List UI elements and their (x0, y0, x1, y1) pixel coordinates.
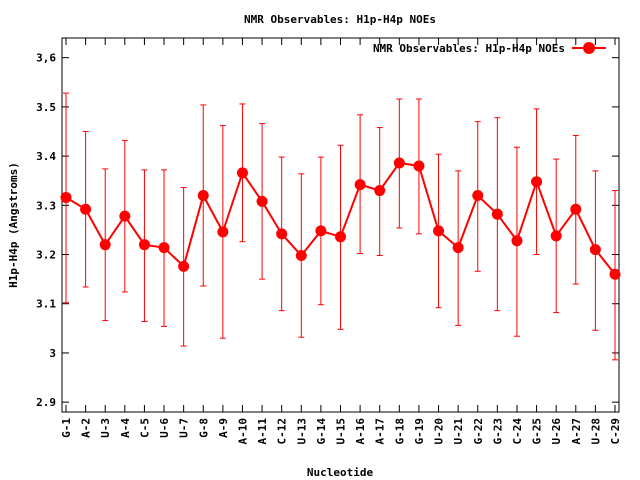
data-point (374, 185, 386, 197)
data-point (315, 225, 327, 237)
data-point (511, 235, 523, 247)
x-tick-label: C-29 (609, 418, 622, 445)
data-point (236, 167, 248, 179)
y-tick-label: 3 (49, 347, 56, 360)
data-point (217, 226, 229, 238)
legend-label: NMR Observables: H1p-H4p NOEs (373, 42, 565, 55)
data-point (491, 208, 503, 220)
y-tick-label: 3.4 (36, 150, 56, 163)
x-tick-label: U-13 (295, 418, 308, 445)
data-point (80, 203, 92, 215)
data-point (138, 239, 150, 251)
x-tick-label: G-1 (60, 418, 73, 438)
x-tick-label: C-5 (138, 418, 151, 438)
x-tick-label: G-18 (393, 418, 406, 445)
y-tick-label: 3.5 (36, 101, 56, 114)
data-point (119, 210, 131, 222)
x-tick-label: G-22 (472, 418, 485, 445)
legend: NMR Observables: H1p-H4p NOEs (373, 42, 606, 55)
x-tick-label: G-8 (197, 418, 210, 438)
y-axis: 2.9 3 3.1 3.2 3.3 3.4 3.5 3,6 (36, 52, 619, 409)
x-tick-label: U-3 (99, 418, 112, 438)
y-tick-label: 3.1 (36, 298, 56, 311)
x-tick-label: U-15 (335, 418, 348, 445)
x-tick-label: U-28 (589, 418, 602, 445)
x-tick-label: A-27 (570, 418, 583, 445)
x-tick-label: A-9 (217, 418, 230, 438)
y-tick-label: 3.2 (36, 249, 56, 262)
data-point (433, 225, 445, 237)
x-tick-label: U-21 (452, 418, 465, 445)
data-point (256, 195, 268, 207)
x-tick-label: C-24 (511, 418, 524, 445)
data-point (472, 189, 484, 201)
data-point (197, 189, 209, 201)
y-tick-label: 2.9 (36, 396, 56, 409)
data-point (354, 179, 366, 191)
x-tick-label: A-2 (80, 418, 93, 438)
x-axis-label: Nucleotide (307, 466, 374, 479)
y-tick-label: 3,6 (36, 52, 56, 65)
x-tick-label: G-25 (531, 418, 544, 445)
x-tick-label: G-14 (315, 418, 328, 445)
data-point (335, 231, 346, 243)
data-point (452, 242, 464, 254)
data-points (60, 157, 621, 280)
data-point (158, 242, 170, 254)
y-axis-label: H1p-H4p (Angstroms) (7, 162, 20, 288)
x-tick-label: A-17 (374, 418, 387, 445)
data-point (550, 230, 562, 242)
data-point (413, 160, 425, 172)
data-point (531, 176, 543, 188)
x-tick-label: U-7 (178, 418, 191, 438)
x-tick-label: G-19 (413, 418, 426, 445)
data-point (295, 250, 307, 262)
x-tick-label: U-6 (158, 418, 171, 438)
x-tick-label: A-4 (119, 418, 132, 438)
y-tick-label: 3.3 (36, 199, 56, 212)
data-point (609, 268, 621, 280)
x-tick-label: A-10 (236, 418, 249, 445)
x-tick-label: C-12 (276, 418, 289, 445)
chart-title: NMR Observables: H1p-H4p NOEs (244, 13, 436, 26)
error-bars (63, 92, 618, 361)
x-axis: G-1 A-2 U-3 A-4 C-5 U-6 U-7 G-8 A-9 A-10 A-11 C-12 U… (60, 38, 622, 445)
x-tick-label: G-23 (491, 418, 504, 445)
data-point (570, 203, 582, 215)
legend-marker (583, 42, 595, 54)
data-point (99, 239, 111, 251)
x-tick-label: A-16 (354, 418, 367, 445)
data-point (393, 157, 405, 169)
data-point (60, 191, 72, 203)
data-point (178, 260, 190, 272)
data-point (276, 228, 288, 240)
data-point (589, 244, 601, 256)
x-tick-label: U-20 (433, 418, 446, 445)
x-tick-label: A-11 (256, 418, 269, 445)
x-tick-label: U-26 (550, 418, 563, 445)
